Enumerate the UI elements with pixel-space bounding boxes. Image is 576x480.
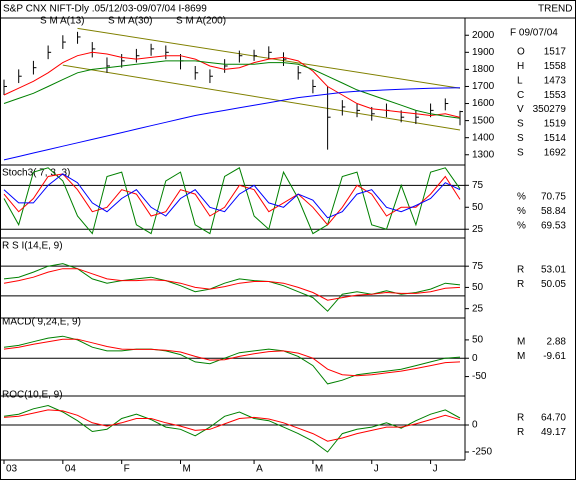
y-tick-label: 50 [472,335,484,346]
readout-value: 58.84 [541,206,566,217]
legend-entry: S M A(30) [108,16,152,27]
readout-value: -9.61 [543,351,566,362]
readout-label: S [517,147,524,158]
y-tick-label: 1400 [472,132,495,143]
readout-label: L [517,75,523,86]
readout-label: M [517,351,525,362]
y-tick-label: 50 [472,282,484,293]
readout-label: C [517,90,524,101]
series-line [3,51,461,118]
readout-value: 64.70 [541,413,566,424]
y-tick-label: -50 [472,371,487,382]
readout-label: S [517,119,524,130]
readout-value: 1553 [544,90,567,101]
series-line [3,87,461,161]
y-tick-label: 1500 [472,115,495,126]
series-line [3,338,461,377]
readout-value: 1473 [544,75,567,86]
panel-title: R S I(14,E, 9) [2,241,63,252]
readout-value: 69.53 [541,220,566,231]
readout-label: % [517,192,526,203]
y-tick-label: 0 [472,353,478,364]
readout-label: R [517,279,524,290]
readout-label: % [517,220,526,231]
readout-value: 53.01 [541,265,566,276]
y-tick-label: 50 [472,202,484,213]
series-line [3,60,461,119]
x-tick-label: F [124,464,130,475]
x-tick-label: M [315,464,323,475]
y-tick-label: 1900 [472,47,495,58]
readout-value: 70.75 [541,192,566,203]
readout-label: V [517,104,524,115]
x-tick-label: M [183,464,191,475]
x-tick-label: 04 [65,464,77,475]
readout-label: S [517,133,524,144]
chart-title: S&P CNX NIFT-Dly .05/12/03-09/07/04 I-86… [3,4,207,15]
readout-value: 1519 [544,119,567,130]
panel-title: ROC(10,E, 9) [2,390,63,401]
readout-value: 49.17 [541,427,566,438]
series-line [3,173,461,226]
x-tick-label: 03 [6,464,18,475]
readout-value: 1517 [544,47,567,58]
readout-value: 1692 [544,147,567,158]
x-tick-label: J [374,464,379,475]
readout-label: R [517,427,524,438]
readout-label: H [517,61,524,72]
series-line [3,409,461,442]
y-tick-label: 25 [472,224,484,235]
series-line [3,263,461,312]
y-tick-label: 0 [472,420,478,431]
trend-label: TREND [538,4,572,15]
y-tick-label: 75 [472,180,484,191]
readout-value: 350279 [533,104,567,115]
readout-label: O [517,47,525,58]
y-tick-label: 25 [472,303,484,314]
legend-entry: S M A(13) [40,16,84,27]
y-tick-label: 1600 [472,98,495,109]
y-tick-label: 1700 [472,81,495,92]
y-tick-label: 1300 [472,149,495,160]
y-tick-label: 75 [472,261,484,272]
date-label: F 09/07/04 [510,28,558,39]
readout-label: % [517,206,526,217]
series-line [3,173,461,219]
readout-label: R [517,265,524,276]
y-tick-label: -250 [472,447,492,458]
y-tick-label: 1800 [472,64,495,75]
y-tick-label: 2000 [472,30,495,41]
x-tick-label: A [256,464,263,475]
legend-entry: S M A(200) [176,16,226,27]
panel-title: MACD( 9,24,E, 9) [2,317,81,328]
series-line [3,167,461,235]
readout-value: 1558 [544,61,567,72]
panel-title: Stoch3( 7, 3, 3) [2,168,70,179]
trendline [62,64,461,131]
readout-label: R [517,413,524,424]
series-line [3,335,461,385]
readout-value: 50.05 [541,279,566,290]
readout-value: 2.88 [547,337,567,348]
readout-value: 1514 [544,133,567,144]
x-tick-label: J [433,464,438,475]
readout-label: M [517,337,525,348]
series-line [3,404,461,453]
series-line [3,268,461,301]
